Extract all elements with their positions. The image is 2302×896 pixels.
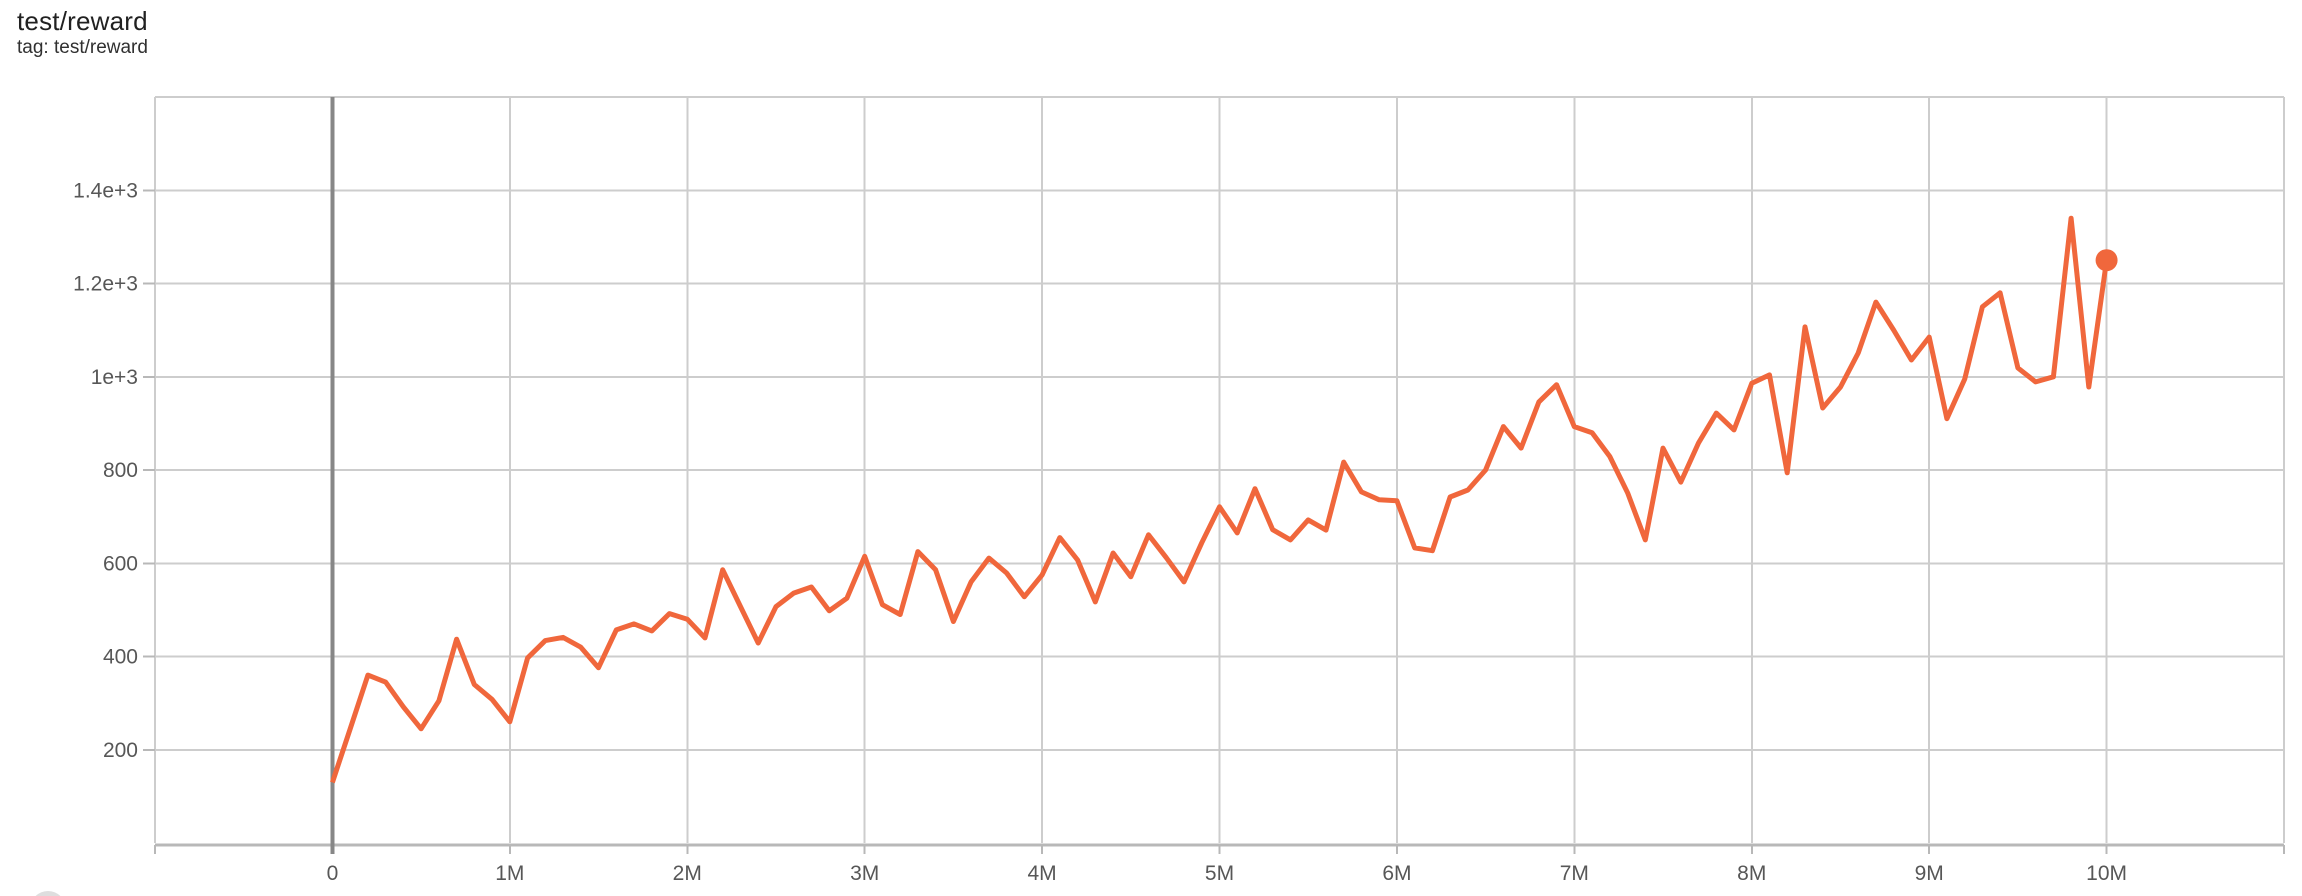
y-tick-label: 1.4e+3	[73, 179, 138, 202]
y-tick-label: 400	[103, 646, 138, 669]
x-tick-label: 0	[327, 862, 339, 885]
reward-line	[330, 215, 2110, 784]
y-tick-label: 600	[103, 552, 138, 575]
gridlines-group	[154, 96, 2285, 843]
y-tick-label: 800	[103, 459, 138, 482]
x-tick-label: 10M	[2086, 862, 2127, 885]
x-tick-label: 4M	[1027, 862, 1056, 885]
y-tick-label: 200	[103, 739, 138, 762]
chart-title: test/reward	[17, 6, 148, 36]
chart-tag-subtitle: tag: test/reward	[17, 37, 148, 58]
x-tick-label: 7M	[1560, 862, 1589, 885]
x-tick-label: 8M	[1737, 862, 1766, 885]
x-tick-label: 9M	[1915, 862, 1944, 885]
chart-header: test/reward tag: test/reward	[17, 6, 148, 59]
series-group	[330, 215, 2118, 784]
x-tick-label: 1M	[495, 862, 524, 885]
latest-point-marker[interactable]	[2095, 249, 2118, 272]
corner-button[interactable]	[30, 891, 66, 896]
axes-group	[143, 97, 2285, 854]
x-tick-label: 5M	[1205, 862, 1234, 885]
y-tick-label: 1e+3	[91, 366, 138, 389]
x-tick-label: 6M	[1382, 862, 1411, 885]
y-tick-label: 1.2e+3	[73, 273, 138, 296]
x-tick-label: 2M	[673, 862, 702, 885]
x-tick-label: 3M	[850, 862, 879, 885]
tick-labels-group: 0 1M 2M 3M 4M 5M 6M 7M 8M 9M 10M 200 400 600 800 1e+3 1.…	[73, 179, 2127, 885]
